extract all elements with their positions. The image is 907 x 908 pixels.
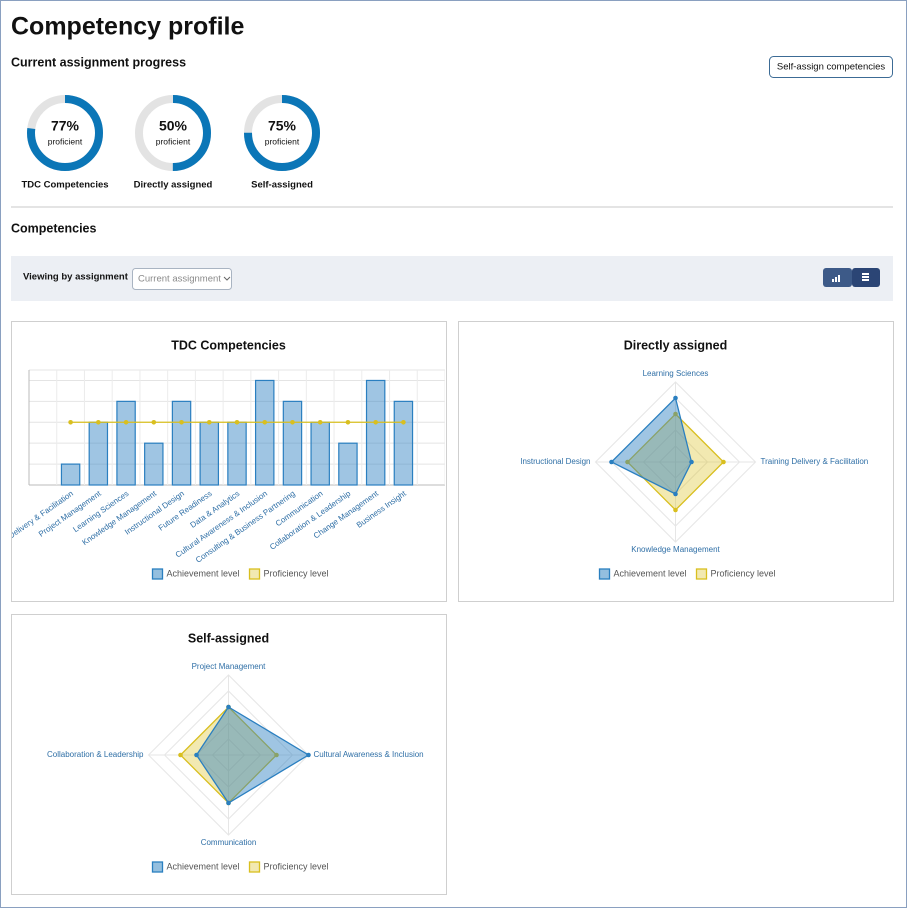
proficiency-point: [345, 419, 351, 425]
legend-label: Achievement level: [167, 861, 240, 871]
bar: [254, 379, 275, 486]
chart-icon: [832, 275, 840, 282]
radar-point: [673, 507, 678, 513]
legend-swatch: [248, 861, 261, 873]
proficiency-point: [151, 419, 157, 425]
chart-title: Self-assigned: [188, 631, 269, 645]
proficiency-point: [206, 419, 212, 425]
bar: [116, 400, 136, 486]
legend-swatch: [598, 568, 611, 580]
bar: [88, 421, 109, 486]
proficiency-point: [179, 419, 184, 425]
radar-point: [306, 752, 311, 758]
donut-arc: [244, 95, 320, 171]
proficiency-point: [373, 419, 378, 425]
axis-label: Project Management: [192, 662, 267, 671]
radar-point: [194, 752, 199, 758]
donut-value: 77%: [51, 118, 80, 134]
axis-label: Knowledge Management: [631, 545, 720, 554]
legend-label: Achievement level: [167, 568, 240, 578]
legend-swatch: [151, 861, 164, 873]
bar: [365, 379, 386, 486]
axis-label: Cultural Awareness & Inclusion: [314, 750, 424, 759]
chart-title: TDC Competencies: [171, 338, 286, 352]
radar-point: [226, 704, 231, 710]
radar-point: [625, 459, 630, 465]
legend-label: Proficiency level: [264, 568, 329, 578]
list-icon: [862, 273, 869, 281]
radar-point: [673, 411, 678, 417]
proficiency-point: [96, 419, 101, 425]
axis-label: Communication: [201, 838, 257, 847]
proficiency-point: [234, 419, 240, 425]
filter-label: Viewing by assignment: [23, 272, 129, 283]
bar: [171, 400, 192, 486]
donut-value: 50%: [159, 118, 188, 134]
bar: [338, 442, 358, 486]
select-caret: [223, 276, 231, 281]
page-title: Competency profile: [11, 13, 244, 41]
select-placeholder[interactable]: Current assignment: [138, 274, 221, 285]
chart-view-toggle[interactable]: [823, 268, 852, 287]
axis-label: Instructional Design: [520, 457, 590, 466]
legend-swatch: [151, 568, 164, 580]
donut-name: TDC Competencies: [21, 180, 108, 191]
bar: [144, 442, 164, 486]
bar: [60, 463, 81, 486]
axis-label: Collaboration & Leadership: [47, 750, 144, 759]
proficiency-point: [123, 419, 129, 425]
section-title: Current assignment progress: [11, 55, 186, 69]
bar: [310, 421, 330, 486]
radar-point: [673, 395, 678, 401]
legend-label: Proficiency level: [264, 861, 329, 871]
bar: [393, 400, 414, 486]
axis-label: Training Delivery & Facilitation: [761, 457, 869, 466]
proficiency-point: [317, 419, 323, 425]
donut-arc: [135, 95, 211, 171]
radar-point: [689, 459, 694, 465]
radar-point: [721, 459, 726, 465]
donut-caption: proficient: [48, 136, 83, 146]
proficiency-point: [68, 419, 73, 425]
donut-caption: proficient: [156, 136, 191, 146]
donut-caption: proficient: [265, 136, 300, 146]
bar: [199, 421, 220, 486]
proficiency-point: [401, 419, 406, 425]
donut-value: 75%: [268, 118, 297, 134]
radar-point: [226, 800, 231, 806]
proficiency-point: [290, 419, 295, 425]
donut-arc: [27, 95, 103, 171]
button-label[interactable]: Self-assign competencies: [777, 62, 885, 73]
radar-point: [673, 491, 678, 497]
radar-point: [609, 459, 614, 465]
legend-label: Proficiency level: [711, 568, 776, 578]
legend-label: Achievement level: [614, 568, 687, 578]
bar: [227, 421, 247, 486]
proficiency-point: [262, 419, 268, 425]
bar: [282, 400, 303, 486]
axis-label: Learning Sciences: [643, 369, 709, 378]
radar-point: [274, 752, 279, 758]
radar-point: [178, 752, 183, 758]
donut-name: Directly assigned: [134, 180, 213, 191]
filter-select[interactable]: [132, 268, 232, 290]
legend-swatch: [695, 568, 708, 580]
legend-swatch: [248, 568, 261, 580]
section-title: Competencies: [11, 221, 96, 235]
chart-title: Directly assigned: [624, 338, 728, 352]
donut-name: Self-assigned: [251, 180, 313, 191]
self-assign-button[interactable]: [769, 56, 893, 78]
